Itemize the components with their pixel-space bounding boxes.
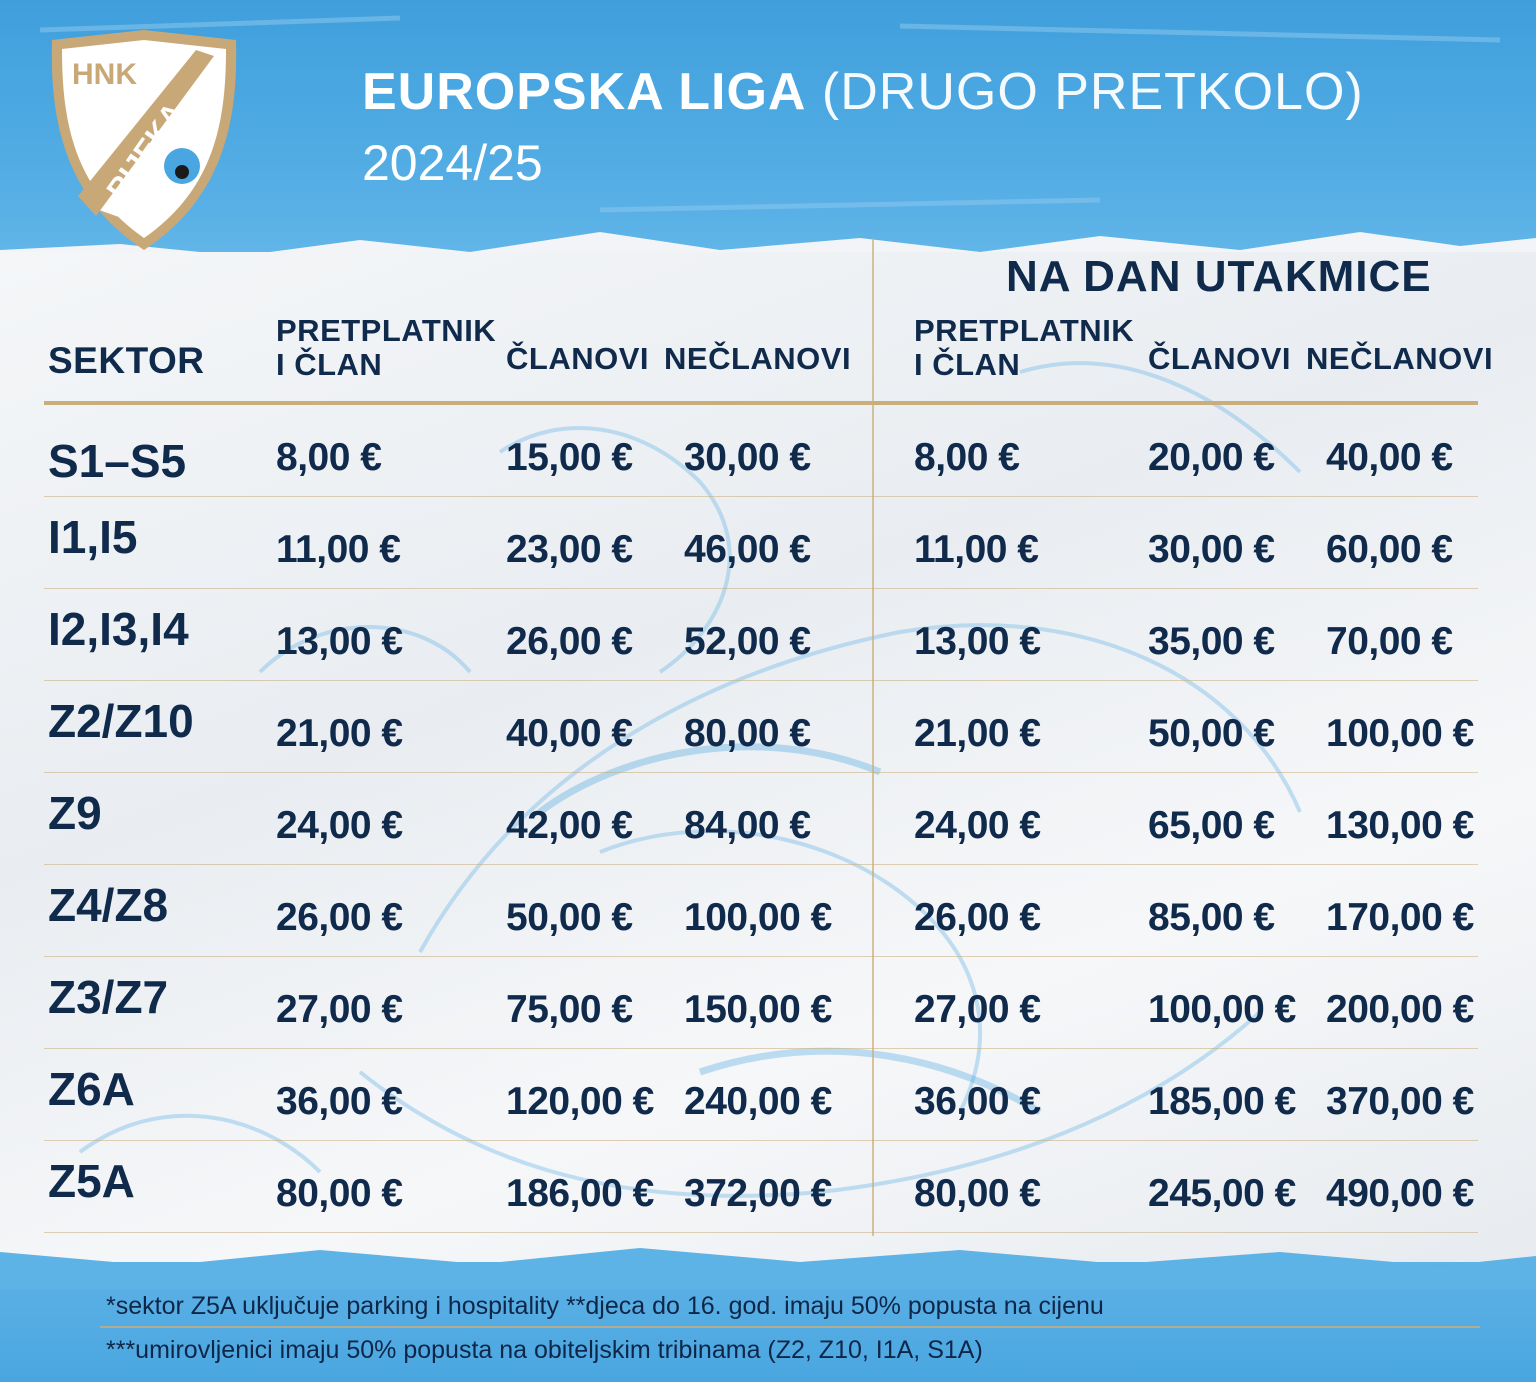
sector-name: Z5A <box>48 1155 135 1207</box>
section-divider-vertical <box>872 238 874 1236</box>
presale-subscriber-price: 13,00 € <box>276 620 403 663</box>
footnote-1: *sektor Z5A uključuje parking i hospital… <box>106 1292 1104 1320</box>
matchday-nonmembers-price: 60,00 € <box>1326 528 1453 571</box>
matchday-subscriber-price: 26,00 € <box>914 896 1041 939</box>
matchday-subscriber-price: 27,00 € <box>914 988 1041 1031</box>
presale-nonmembers-price: 100,00 € <box>684 896 832 939</box>
presale-members-price: 120,00 € <box>506 1080 654 1123</box>
matchday-subscriber-price: 11,00 € <box>914 528 1039 571</box>
matchday-subscriber-price: 80,00 € <box>914 1172 1041 1215</box>
row-divider <box>44 1140 1478 1141</box>
presale-subscriber-price: 24,00 € <box>276 804 403 847</box>
presale-nonmembers-price: 46,00 € <box>684 528 811 571</box>
matchday-members-price: 65,00 € <box>1148 804 1275 847</box>
paper-background <box>0 252 1536 1262</box>
presale-subscriber-price: 21,00 € <box>276 712 403 755</box>
header-divider <box>44 401 1478 405</box>
presale-members-price: 26,00 € <box>506 620 633 663</box>
presale-nonmembers-price: 240,00 € <box>684 1080 832 1123</box>
bottom-band-torn-edge <box>0 1248 1536 1290</box>
row-divider <box>44 1048 1478 1049</box>
sector-name: S1–S5 <box>48 435 187 487</box>
matchday-nonmembers-price: 490,00 € <box>1326 1172 1474 1215</box>
page-title: EUROPSKA LIGA (DRUGO PRETKOLO) <box>362 62 1364 122</box>
row-divider <box>44 956 1478 957</box>
sector-name: Z9 <box>48 787 102 839</box>
title-round: (DRUGO PRETKOLO) <box>821 63 1364 121</box>
sector-name: I2,I3,I4 <box>48 603 189 655</box>
presale-members-header: ČLANOVI <box>506 341 649 376</box>
matchday-subscriber-price: 24,00 € <box>914 804 1041 847</box>
row-divider <box>44 680 1478 681</box>
matchday-section-title: NA DAN UTAKMICE <box>1006 252 1432 301</box>
presale-subscriber-price: 80,00 € <box>276 1172 403 1215</box>
sector-name: Z4/Z8 <box>48 879 169 931</box>
matchday-nonmembers-header: NEČLANOVI <box>1306 341 1494 376</box>
row-divider <box>44 772 1478 773</box>
header-line-2: I ČLAN <box>276 347 383 382</box>
presale-members-price: 50,00 € <box>506 896 633 939</box>
matchday-nonmembers-price: 200,00 € <box>1326 988 1474 1031</box>
matchday-members-header: ČLANOVI <box>1148 341 1291 376</box>
presale-members-price: 186,00 € <box>506 1172 654 1215</box>
matchday-nonmembers-price: 100,00 € <box>1326 712 1474 755</box>
sector-column-header: SEKTOR <box>48 340 205 381</box>
club-crest-logo: HNK RIJEKA <box>51 30 237 250</box>
matchday-members-price: 100,00 € <box>1148 988 1296 1031</box>
crest-hnk-text: HNK <box>72 58 137 91</box>
sector-name: I1,I5 <box>48 511 138 563</box>
matchday-subscriber-price: 36,00 € <box>914 1080 1041 1123</box>
matchday-subscriber-price: 13,00 € <box>914 620 1041 663</box>
header-line-2: I ČLAN <box>914 347 1021 382</box>
presale-subscriber-header: PRETPLATNIK I ČLAN <box>276 314 496 382</box>
title-competition: EUROPSKA LIGA <box>362 63 807 121</box>
footnote-divider <box>100 1326 1480 1328</box>
matchday-members-price: 20,00 € <box>1148 436 1275 479</box>
presale-members-price: 75,00 € <box>506 988 633 1031</box>
header-line-1: PRETPLATNIK <box>914 313 1135 348</box>
presale-members-price: 42,00 € <box>506 804 633 847</box>
season-label: 2024/25 <box>362 135 543 191</box>
presale-members-price: 40,00 € <box>506 712 633 755</box>
presale-subscriber-price: 26,00 € <box>276 896 403 939</box>
matchday-nonmembers-price: 70,00 € <box>1326 620 1453 663</box>
matchday-nonmembers-price: 370,00 € <box>1326 1080 1474 1123</box>
presale-nonmembers-price: 84,00 € <box>684 804 811 847</box>
presale-nonmembers-price: 80,00 € <box>684 712 811 755</box>
matchday-members-price: 245,00 € <box>1148 1172 1296 1215</box>
presale-nonmembers-price: 30,00 € <box>684 436 811 479</box>
matchday-subscriber-header: PRETPLATNIK I ČLAN <box>914 314 1134 382</box>
presale-nonmembers-price: 52,00 € <box>684 620 811 663</box>
presale-subscriber-price: 11,00 € <box>276 528 401 571</box>
presale-subscriber-price: 8,00 € <box>276 436 382 479</box>
matchday-nonmembers-price: 170,00 € <box>1326 896 1474 939</box>
matchday-members-price: 50,00 € <box>1148 712 1275 755</box>
presale-nonmembers-header: NEČLANOVI <box>664 341 852 376</box>
matchday-nonmembers-price: 40,00 € <box>1326 436 1453 479</box>
row-divider <box>44 496 1478 497</box>
presale-subscriber-price: 27,00 € <box>276 988 403 1031</box>
row-divider <box>44 1232 1478 1233</box>
matchday-members-price: 30,00 € <box>1148 528 1275 571</box>
presale-members-price: 15,00 € <box>506 436 633 479</box>
matchday-subscriber-price: 21,00 € <box>914 712 1041 755</box>
matchday-members-price: 185,00 € <box>1148 1080 1296 1123</box>
sector-name: Z2/Z10 <box>48 695 194 747</box>
sector-name: Z6A <box>48 1063 135 1115</box>
presale-members-price: 23,00 € <box>506 528 633 571</box>
footnote-2: ***umirovljenici imaju 50% popusta na ob… <box>106 1336 983 1364</box>
matchday-nonmembers-price: 130,00 € <box>1326 804 1474 847</box>
presale-nonmembers-price: 372,00 € <box>684 1172 832 1215</box>
row-divider <box>44 864 1478 865</box>
matchday-members-price: 85,00 € <box>1148 896 1275 939</box>
row-divider <box>44 588 1478 589</box>
paper-sketch-decoration <box>78 361 1302 1198</box>
presale-nonmembers-price: 150,00 € <box>684 988 832 1031</box>
matchday-members-price: 35,00 € <box>1148 620 1275 663</box>
header-line-1: PRETPLATNIK <box>276 313 497 348</box>
matchday-subscriber-price: 8,00 € <box>914 436 1020 479</box>
presale-subscriber-price: 36,00 € <box>276 1080 403 1123</box>
sector-name: Z3/Z7 <box>48 971 169 1023</box>
